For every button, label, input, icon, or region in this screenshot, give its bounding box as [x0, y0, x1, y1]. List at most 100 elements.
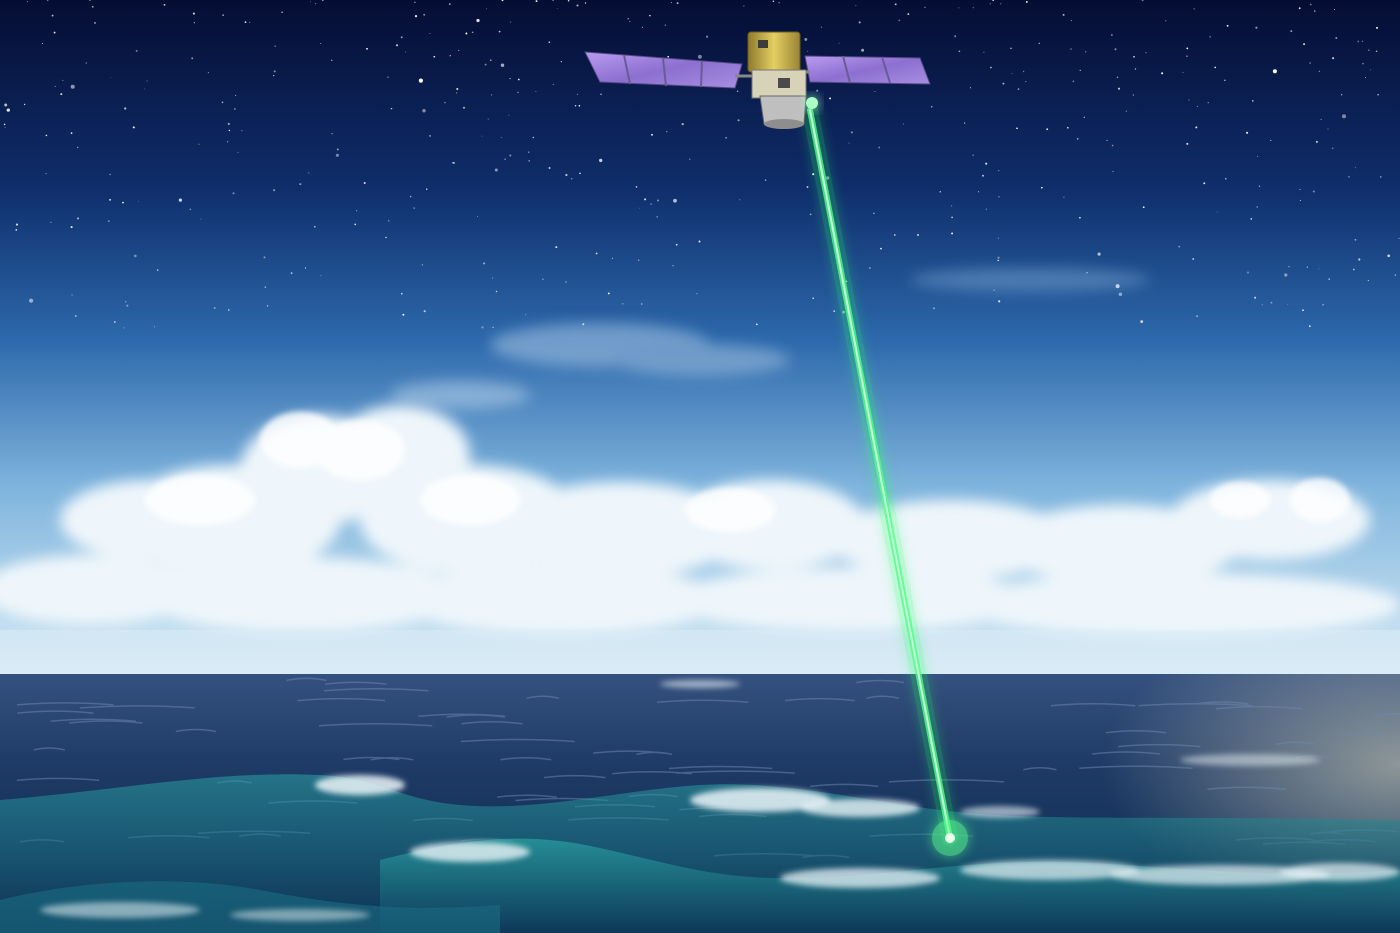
ripple	[1276, 741, 1316, 745]
star	[689, 158, 691, 160]
star	[639, 207, 640, 209]
star	[641, 26, 643, 28]
star	[681, 123, 684, 126]
star	[241, 130, 243, 132]
star	[772, 0, 775, 2]
star	[314, 226, 316, 228]
star	[1322, 303, 1324, 306]
star	[221, 101, 224, 104]
star	[476, 18, 480, 23]
star	[1142, 206, 1145, 209]
star	[1072, 80, 1075, 83]
star	[458, 50, 460, 51]
star	[528, 151, 530, 153]
star	[363, 181, 366, 185]
star	[736, 90, 739, 92]
star	[565, 173, 568, 177]
star	[809, 213, 812, 216]
ripple	[543, 774, 606, 779]
star	[1387, 254, 1391, 258]
star	[1132, 94, 1134, 96]
star	[320, 42, 322, 44]
star	[1070, 20, 1072, 22]
ripple	[810, 783, 879, 788]
star	[471, 31, 474, 34]
star	[807, 50, 809, 52]
ripple	[16, 777, 100, 782]
star	[1318, 268, 1320, 270]
star	[1134, 68, 1137, 70]
star	[1331, 147, 1334, 150]
ripple	[1207, 786, 1287, 791]
star	[1254, 296, 1257, 299]
star	[1192, 257, 1195, 261]
star	[387, 219, 390, 222]
star	[1367, 280, 1369, 282]
star	[954, 35, 957, 38]
star	[548, 166, 551, 170]
star	[1352, 268, 1355, 271]
ripple	[79, 705, 195, 709]
star	[429, 135, 431, 137]
star	[998, 300, 1001, 303]
star	[264, 286, 267, 288]
star	[1251, 100, 1254, 102]
star	[657, 199, 659, 202]
star	[226, 141, 229, 143]
star	[1209, 36, 1211, 38]
star	[477, 215, 479, 217]
star	[1340, 94, 1343, 96]
star	[697, 54, 702, 59]
star	[1308, 325, 1311, 328]
star	[567, 0, 570, 2]
star	[535, 90, 537, 92]
star	[422, 109, 426, 113]
ripple	[784, 697, 855, 702]
star	[1261, 304, 1263, 306]
star	[1117, 87, 1121, 90]
star	[1118, 292, 1123, 296]
star	[1145, 52, 1147, 54]
star	[574, 105, 577, 107]
star	[812, 297, 815, 300]
ripple	[1138, 702, 1253, 707]
star	[1016, 127, 1018, 130]
star	[579, 172, 581, 175]
ripple	[16, 702, 114, 706]
star	[1193, 8, 1195, 10]
star	[426, 188, 428, 190]
star	[200, 218, 202, 220]
ripple	[866, 695, 900, 700]
star	[153, 326, 155, 328]
star	[676, 2, 679, 5]
star	[290, 272, 293, 275]
star	[1318, 70, 1321, 73]
star	[1186, 47, 1189, 50]
star	[1335, 37, 1338, 39]
star	[487, 118, 489, 120]
star	[964, 122, 966, 124]
star	[1328, 278, 1330, 280]
star	[1327, 128, 1329, 130]
star	[706, 35, 709, 38]
star	[453, 162, 455, 164]
star	[638, 259, 640, 261]
star	[1010, 47, 1012, 50]
star	[1062, 13, 1065, 16]
star	[71, 294, 73, 296]
star	[1226, 24, 1229, 27]
star	[673, 198, 677, 203]
star	[850, 131, 853, 134]
ripple	[324, 687, 429, 692]
star	[1186, 142, 1189, 145]
star	[1309, 3, 1312, 6]
star	[331, 133, 333, 135]
star	[528, 159, 531, 162]
star	[627, 18, 629, 20]
star	[898, 19, 901, 22]
star	[1114, 48, 1117, 51]
star	[1342, 114, 1346, 119]
star	[402, 313, 405, 316]
star	[997, 259, 999, 262]
